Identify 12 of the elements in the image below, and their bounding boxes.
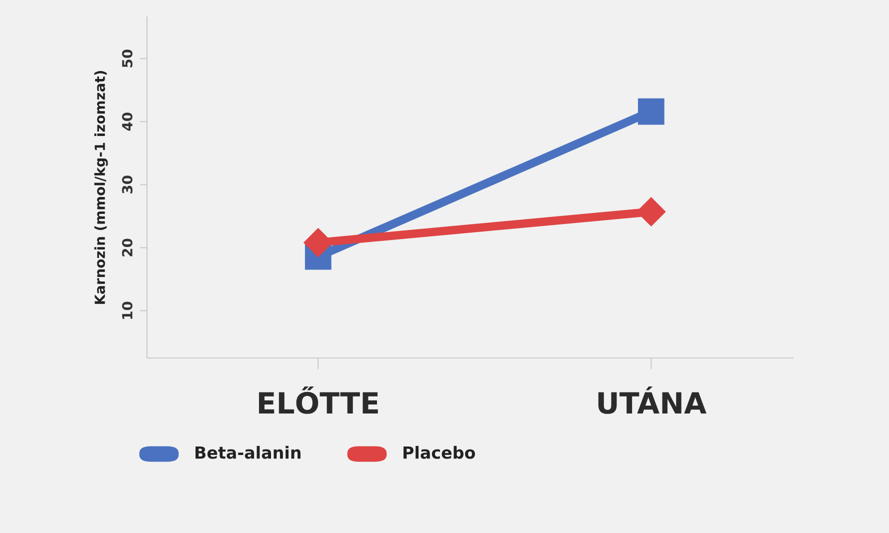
- y-tick-label: 50: [122, 50, 133, 68]
- y-tick-label: 30: [122, 176, 133, 194]
- y-tick-label: 20: [122, 238, 133, 256]
- x-tick-label: UTÁNA: [598, 386, 706, 414]
- y-axis-title: Karnozin (mmol/kg-1 izomzat): [94, 71, 108, 304]
- x-tick-label: ELŐTTE: [258, 386, 378, 414]
- point: [303, 228, 333, 258]
- legend-label: Beta-alanin: [196, 446, 300, 459]
- y-tick-label: 40: [122, 112, 133, 131]
- y-tick-label: 10: [122, 302, 133, 319]
- legend-label: Placebo: [404, 446, 476, 459]
- point: [638, 98, 664, 125]
